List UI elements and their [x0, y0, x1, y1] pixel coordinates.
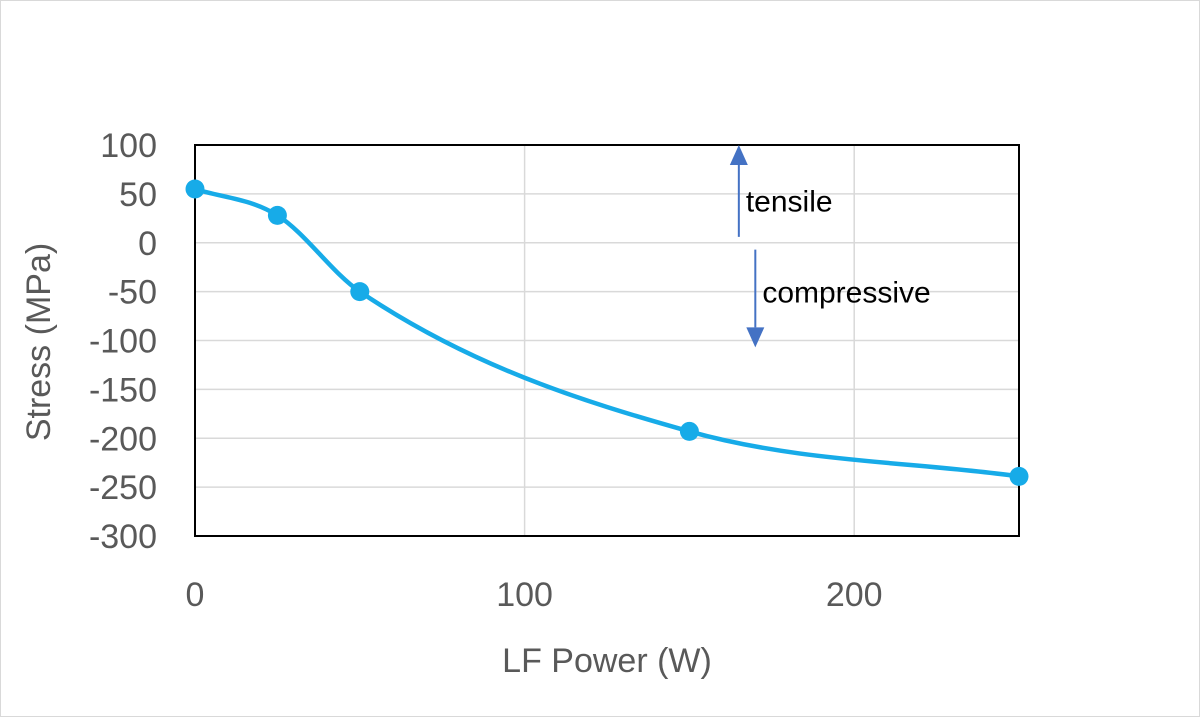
x-tick-labels: 0 100 200 [186, 576, 883, 614]
plot-area-border [194, 144, 1020, 537]
series-layer [185, 179, 1029, 486]
y-tick-label: -50 [108, 274, 157, 312]
y-tick-label: -200 [89, 420, 157, 458]
data-point [1009, 466, 1029, 486]
arrow-up-icon [729, 145, 748, 165]
series-line [194, 186, 1020, 479]
y-tick-label: -150 [89, 371, 157, 409]
annotations: tensile compressive [729, 145, 931, 348]
x-tick-label: 0 [186, 576, 205, 614]
y-tick-label: 0 [138, 225, 157, 263]
y-tick-label: -250 [89, 469, 157, 507]
x-axis-title: LF Power (W) [502, 642, 712, 680]
y-tick-label: -300 [89, 518, 157, 556]
x-tick-label: 100 [496, 576, 553, 614]
x-tick-label: 200 [826, 576, 883, 614]
y-tick-label: -100 [89, 323, 157, 361]
annotation-label: compressive [762, 277, 930, 310]
data-point [185, 179, 205, 199]
y-axis-title: Stress (MPa) [20, 243, 58, 441]
y-tick-label: 50 [119, 176, 157, 214]
data-point [350, 282, 370, 302]
data-point [267, 205, 287, 225]
annotation-label: tensile [746, 186, 833, 219]
y-tick-label: 100 [100, 127, 157, 165]
arrow-down-icon [746, 327, 765, 348]
y-tick-labels: 100 50 0 -50 -100 -150 -200 -250 -300 [89, 127, 157, 556]
data-point [679, 421, 699, 441]
grid-lines [194, 144, 1019, 537]
